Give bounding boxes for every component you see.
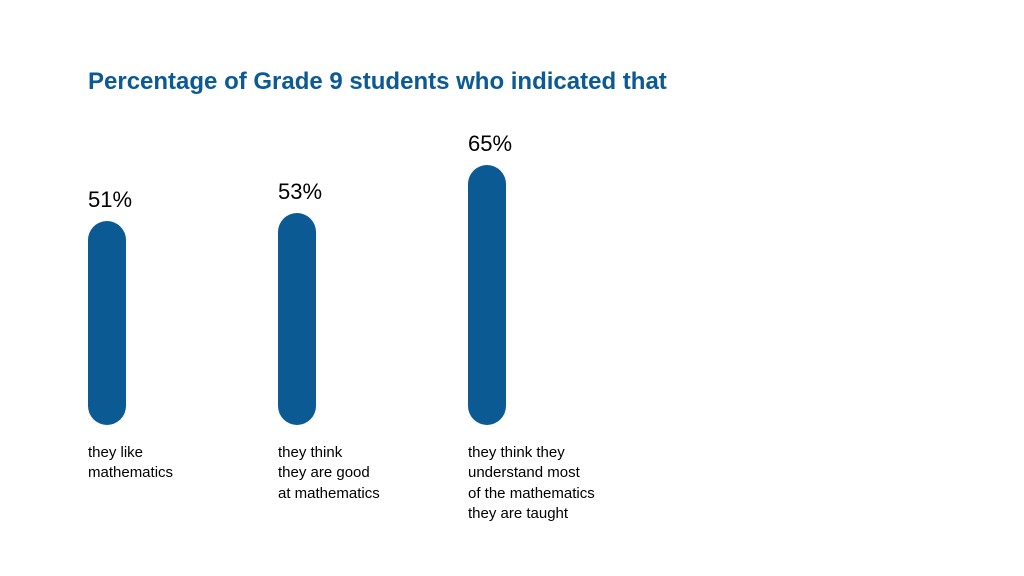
bar-2 (468, 165, 506, 425)
bar-caption-0: they like mathematics (88, 443, 173, 484)
bar-0 (88, 221, 126, 425)
bar-value-0: 51% (88, 187, 132, 213)
chart-title: Percentage of Grade 9 students who indic… (88, 68, 667, 96)
bar-value-2: 65% (468, 131, 512, 157)
bar-value-1: 53% (278, 179, 322, 205)
bar-1 (278, 213, 316, 425)
bar-group-2: 65% they think they understand most of t… (468, 145, 648, 545)
bar-group-1: 53% they think they are good at mathemat… (278, 145, 458, 545)
chart-canvas: Percentage of Grade 9 students who indic… (0, 0, 1024, 576)
bar-caption-2: they think they understand most of the m… (468, 443, 595, 524)
bars-area: 51% they like mathematics 53% they think… (88, 145, 788, 545)
bar-caption-1: they think they are good at mathematics (278, 443, 380, 504)
bar-group-0: 51% they like mathematics (88, 145, 268, 545)
